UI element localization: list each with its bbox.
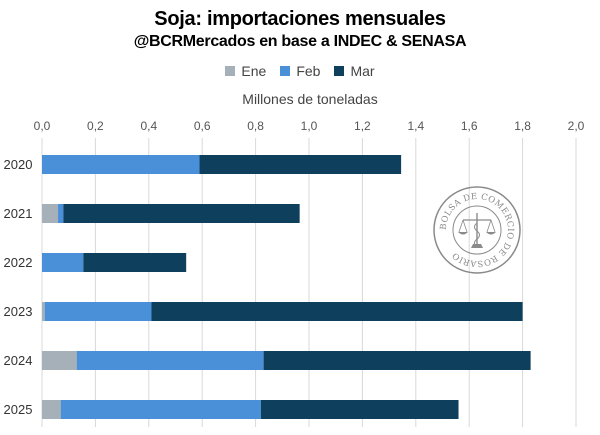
x-tick-label: 0,8 — [247, 119, 264, 133]
chart-title: Soja: importaciones mensuales — [154, 8, 446, 30]
legend: Ene Feb Mar — [0, 63, 600, 79]
chart-subtitle: @BCRMercados en base a INDEC & SENASA — [133, 33, 467, 50]
x-tick-label: 2,0 — [568, 119, 585, 133]
bar-mar-2021 — [63, 204, 300, 223]
legend-item-mar: Mar — [334, 63, 375, 79]
x-tick-label: 1,6 — [461, 119, 478, 133]
bar-mar-2023 — [151, 302, 523, 321]
bar-feb-2024 — [76, 351, 264, 370]
bar-feb-2023 — [44, 302, 152, 321]
bar-feb-2020 — [42, 155, 200, 174]
y-category-label: 2021 — [4, 206, 33, 221]
bar-mar-2024 — [263, 351, 531, 370]
y-category-label: 2020 — [4, 157, 33, 172]
x-tick-label: 0,2 — [87, 119, 104, 133]
bar-mar-2025 — [260, 400, 459, 419]
legend-label-ene: Ene — [241, 63, 267, 79]
legend-swatch-mar — [334, 66, 345, 76]
y-category-label: 2025 — [4, 402, 33, 417]
x-tick-label: 0,6 — [194, 119, 211, 133]
x-axis-label: Millones de toneladas — [242, 91, 378, 107]
bar-ene-2024 — [42, 351, 77, 370]
y-category-label: 2022 — [4, 255, 33, 270]
bar-feb-2022 — [42, 253, 84, 272]
x-tick-label: 1,0 — [301, 119, 318, 133]
bar-ene-2025 — [42, 400, 61, 419]
legend-label-mar: Mar — [350, 63, 375, 79]
x-tick-label: 1,4 — [407, 119, 424, 133]
x-tick-label: 0,0 — [34, 119, 51, 133]
x-tick-label: 0,4 — [140, 119, 157, 133]
y-category-label: 2024 — [4, 353, 33, 368]
bar-ene-2021 — [42, 204, 59, 223]
bar-mar-2022 — [83, 253, 187, 272]
bar-mar-2020 — [199, 155, 402, 174]
y-category-label: 2023 — [4, 304, 33, 319]
bolsa-seal-watermark: BOLSA DE COMERCIO DE ROSARIO — [433, 186, 521, 274]
legend-label-feb: Feb — [296, 63, 321, 79]
x-tick-label: 1,8 — [514, 119, 531, 133]
bar-feb-2021 — [58, 204, 64, 223]
legend-item-ene: Ene — [225, 63, 266, 79]
x-tick-label: 1,2 — [354, 119, 371, 133]
bar-ene-2023 — [42, 302, 45, 321]
legend-item-feb: Feb — [280, 63, 320, 79]
legend-swatch-ene — [225, 66, 236, 76]
bar-feb-2025 — [60, 400, 261, 419]
legend-swatch-feb — [280, 66, 291, 76]
